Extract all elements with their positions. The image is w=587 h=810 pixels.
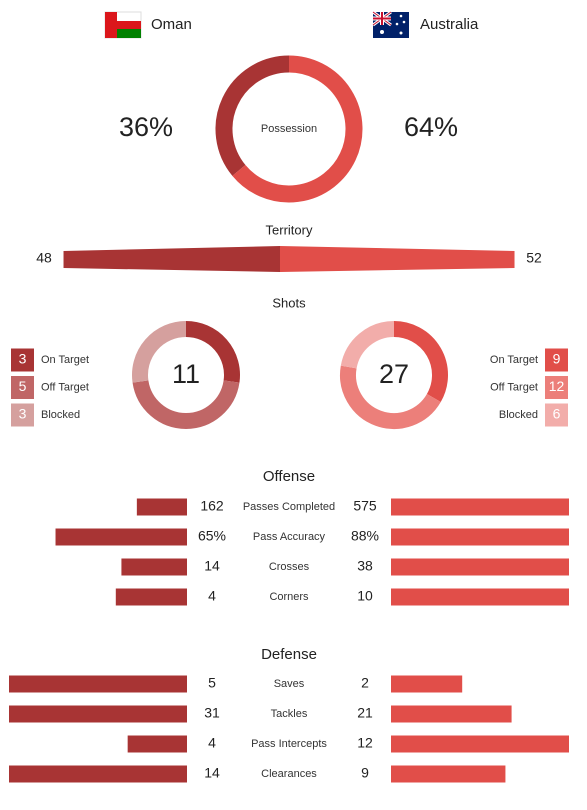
territory-bar <box>280 246 515 272</box>
territory-title: Territory <box>266 222 313 237</box>
australia-flag <box>372 10 409 38</box>
shots-title: Shots <box>272 295 306 310</box>
stat-bar <box>9 765 187 783</box>
shots-arc <box>340 365 441 429</box>
territory-bar <box>63 246 280 272</box>
stat-value: 9 <box>361 765 369 781</box>
stat-bar <box>391 765 506 783</box>
territory-value: 48 <box>36 250 52 266</box>
stat-value: 4 <box>208 588 216 604</box>
shots-arc <box>393 321 448 402</box>
legend-swatch <box>11 376 34 399</box>
stat-bar <box>391 588 569 606</box>
stat-bar <box>115 588 187 606</box>
team-name: Oman <box>151 16 192 33</box>
stat-bar <box>391 528 569 546</box>
possession-arc <box>232 55 363 203</box>
row-label: Pass Accuracy <box>253 531 326 543</box>
possession-arc <box>215 55 290 176</box>
legend-label: Blocked <box>41 409 80 421</box>
stat-bar <box>55 528 187 546</box>
stat-bar <box>127 735 187 753</box>
legend-label: Blocked <box>499 409 538 421</box>
legend-swatch <box>545 403 568 427</box>
stat-value: 10 <box>357 588 373 604</box>
stat-value: 2 <box>361 675 369 691</box>
row-label: Corners <box>269 591 309 603</box>
territory-value: 52 <box>526 250 542 266</box>
stat-value: 4 <box>208 735 216 751</box>
oman-flag <box>104 11 142 39</box>
row-label: Crosses <box>269 561 310 573</box>
stat-bar <box>391 705 512 723</box>
legend-value: 3 <box>19 406 27 422</box>
legend-swatch <box>545 376 568 399</box>
shots-arc <box>132 321 187 383</box>
stat-value: 14 <box>204 765 220 781</box>
legend-swatch <box>11 348 34 372</box>
legend-label: Off Target <box>490 381 538 393</box>
stat-value: 65% <box>198 528 226 544</box>
row-label: Tackles <box>271 708 308 720</box>
row-label: Saves <box>274 678 305 690</box>
stat-bar <box>391 558 569 576</box>
shots-arc <box>185 321 240 383</box>
possession-value: 36% <box>119 112 173 142</box>
stat-value: 5 <box>208 675 216 691</box>
stat-bar <box>391 498 569 516</box>
possession-value: 64% <box>404 112 458 142</box>
legend-value: 12 <box>549 378 565 394</box>
legend-swatch <box>545 348 568 372</box>
legend-label: On Target <box>41 354 89 366</box>
stat-bar <box>9 705 187 723</box>
stat-value: 14 <box>204 558 220 574</box>
stat-bar <box>121 558 187 576</box>
stat-bar <box>9 675 187 693</box>
stat-value: 38 <box>357 558 373 574</box>
legend-swatch <box>11 403 34 427</box>
stat-bar <box>391 735 569 753</box>
stat-value: 162 <box>200 498 224 514</box>
defense-title: Defense <box>261 646 317 663</box>
stat-value: 12 <box>357 735 373 751</box>
stat-bar <box>136 498 187 516</box>
stat-value: 575 <box>353 498 377 514</box>
legend-label: Off Target <box>41 381 89 393</box>
shots-total: 11 <box>172 359 200 389</box>
shots-arc <box>132 380 240 429</box>
team-name: Australia <box>420 16 479 33</box>
offense-title: Offense <box>263 468 315 485</box>
row-label: Passes Completed <box>243 501 335 513</box>
shots-arc <box>340 321 395 369</box>
shots-total: 27 <box>379 359 409 389</box>
row-label: Clearances <box>261 768 317 780</box>
row-label: Pass Intercepts <box>251 738 327 750</box>
possession-label: Possession <box>261 123 317 135</box>
legend-value: 9 <box>553 351 561 367</box>
stat-bar <box>391 675 463 693</box>
legend-value: 6 <box>553 406 561 422</box>
stat-value: 21 <box>357 705 373 721</box>
legend-value: 3 <box>19 351 27 367</box>
stat-value: 31 <box>204 705 220 721</box>
stat-value: 88% <box>351 528 379 544</box>
legend-value: 5 <box>19 378 27 394</box>
legend-label: On Target <box>490 354 538 366</box>
